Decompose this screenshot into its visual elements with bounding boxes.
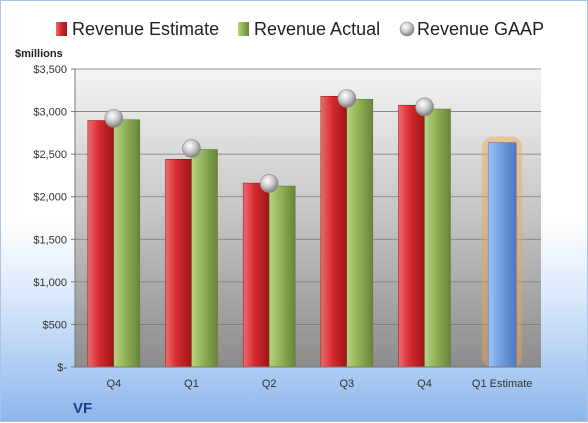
y-tick-label: $2,000	[33, 192, 67, 204]
plot-area	[75, 69, 541, 367]
marker-revenue-gaap	[415, 97, 434, 117]
gaap-markers	[104, 89, 434, 193]
bar-q1-estimate	[487, 142, 517, 368]
bar-revenue-actual	[346, 98, 374, 368]
marker-revenue-gaap	[182, 139, 201, 158]
bar-revenue-estimate	[87, 120, 115, 368]
bar-revenue-estimate	[165, 159, 192, 368]
bar-revenue-actual	[424, 108, 451, 368]
bar-revenue-estimate	[242, 182, 270, 368]
y-tick-label: $1,500	[33, 234, 67, 246]
bar-revenue-actual	[268, 185, 296, 368]
bar-revenue-actual	[113, 119, 141, 368]
marker-revenue-gaap	[259, 174, 279, 193]
legend-swatch	[399, 21, 415, 37]
x-axis: Q4 Q1 Q2 Q3 Q4 Q1 Estimate	[75, 366, 541, 390]
legend: Revenue Estimate Revenue Actual Revenue GA…	[56, 19, 544, 39]
marker-revenue-gaap	[337, 89, 357, 108]
y-tick-label: $500	[43, 319, 67, 331]
y-tick-label: $3,500	[33, 64, 67, 76]
legend-swatch	[238, 22, 249, 36]
y-axis: $- $500 $1,000 $1,500 $2,000 $2,500 $3,000 $3,5…	[33, 64, 76, 374]
unit-label: $millions	[15, 48, 63, 60]
x-tick-label: Q4	[106, 378, 121, 390]
x-tick-label: Q2	[262, 378, 277, 390]
bars	[87, 95, 523, 368]
bar-revenue-actual	[191, 149, 218, 368]
x-tick-label: Q1	[184, 378, 199, 390]
marker-revenue-gaap	[104, 109, 124, 128]
y-tick-label: $-	[57, 362, 67, 374]
legend-swatch	[56, 22, 67, 36]
x-tick-label: Q1 Estimate	[472, 378, 533, 390]
y-tick-label: $1,000	[33, 277, 67, 289]
y-tick-label: $3,000	[33, 107, 67, 119]
y-tick-label: $2,500	[33, 149, 67, 161]
bar-revenue-estimate	[320, 95, 348, 368]
x-tick-label: Q4	[417, 378, 432, 390]
gridlines	[75, 68, 541, 368]
legend-label: Revenue Estimate	[72, 19, 219, 39]
bar-revenue-estimate	[398, 104, 425, 368]
x-tick-label: Q3	[339, 378, 354, 390]
company-label: VF	[73, 400, 92, 417]
legend-label: Revenue Actual	[254, 19, 380, 39]
legend-label: Revenue GAAP	[417, 19, 544, 39]
